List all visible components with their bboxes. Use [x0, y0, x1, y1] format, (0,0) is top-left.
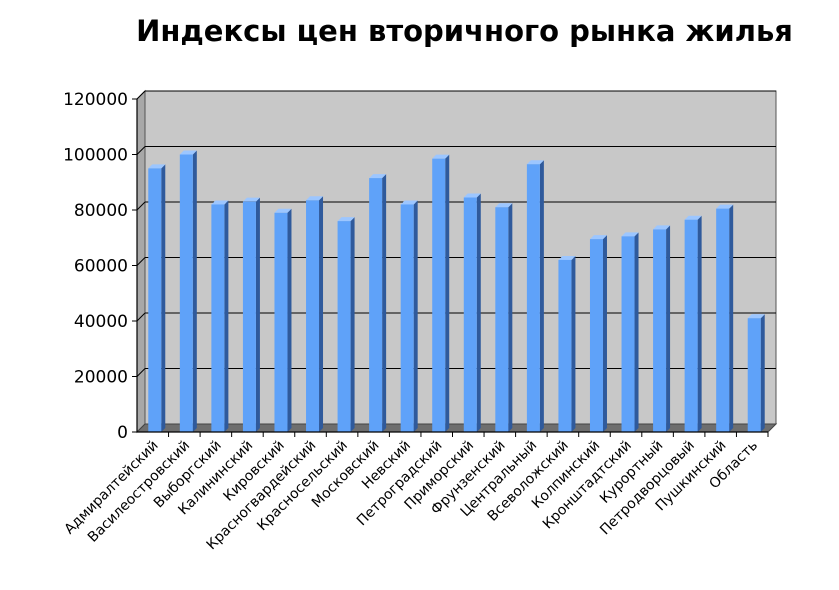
bar-top [653, 225, 671, 230]
bar-front [179, 154, 193, 432]
gridline-side [136, 368, 146, 377]
bar [179, 150, 197, 432]
y-tick-label: 60000 [74, 257, 128, 277]
bar-side [634, 232, 639, 432]
bar-front [558, 259, 572, 432]
bar-top [242, 197, 260, 202]
y-tick-label: 80000 [74, 201, 128, 221]
bar [653, 225, 671, 432]
bar-front [716, 208, 730, 432]
bar-top [211, 200, 229, 205]
bar-top [369, 174, 387, 179]
bar-side [602, 235, 607, 432]
bar-top [684, 215, 702, 220]
bar-front [432, 158, 446, 432]
y-tick-label: 0 [117, 423, 128, 443]
bar-top [400, 200, 418, 205]
bar [306, 196, 324, 432]
bar-top [337, 217, 355, 222]
bar-front [242, 201, 256, 432]
bar-front [589, 239, 603, 432]
bar-side [161, 164, 166, 432]
bar [526, 160, 544, 432]
bar-side [287, 208, 292, 432]
bar-top [495, 203, 513, 208]
plot-floor [135, 423, 778, 433]
bar [589, 235, 607, 432]
bar-front [369, 178, 383, 432]
bar [274, 208, 292, 432]
bar-side [697, 215, 702, 432]
bar-top [558, 255, 576, 260]
bar-front [495, 207, 509, 432]
bar [400, 200, 418, 432]
bar-front [306, 200, 320, 432]
bar-front [747, 318, 761, 432]
bar [621, 232, 639, 432]
bar-side [666, 225, 671, 432]
bar-front [463, 197, 477, 432]
y-tick-label: 120000 [63, 90, 128, 110]
bar-front [337, 221, 351, 432]
bar [242, 197, 260, 432]
bar [369, 174, 387, 432]
bar-side [729, 204, 734, 432]
bar-front [684, 219, 698, 432]
bar-top [747, 314, 765, 319]
gridline-side [136, 201, 146, 211]
chart-title: Индексы цен вторичного рынка жилья [136, 14, 793, 48]
bar-side [508, 203, 513, 432]
bar [716, 204, 734, 432]
bar-side [539, 160, 544, 432]
bar-side [445, 154, 450, 432]
bar [432, 154, 450, 432]
bar-front [400, 204, 414, 432]
bar-side [413, 200, 418, 432]
bar-front [274, 212, 288, 432]
bar-top [179, 150, 197, 155]
gridline-side [136, 312, 146, 322]
gridline-side [136, 90, 146, 100]
y-tick-label: 20000 [74, 368, 128, 388]
y-tick-label: 100000 [63, 146, 128, 166]
bar-top [148, 164, 166, 169]
bar [558, 255, 576, 432]
bar-front [211, 204, 225, 432]
bar-top [274, 208, 292, 213]
bar-side [760, 314, 765, 432]
bar-side [319, 196, 324, 432]
bar [684, 215, 702, 432]
bar-top [621, 232, 639, 237]
bar-front [526, 164, 540, 432]
bar-top [589, 235, 607, 240]
bar-top [463, 193, 481, 198]
bar [148, 164, 166, 432]
bar-front [148, 168, 162, 432]
bar [495, 203, 513, 432]
bar-side [476, 193, 481, 432]
bar-top [432, 154, 450, 159]
y-tick-label: 40000 [74, 312, 128, 332]
bar-top [716, 204, 734, 209]
bar [337, 217, 355, 432]
gridline-side [136, 146, 146, 155]
bar-side [255, 197, 260, 432]
bar-front [653, 229, 667, 432]
bar [463, 193, 481, 432]
bar-top [306, 196, 324, 201]
gridline-side [136, 257, 146, 266]
bar [211, 200, 229, 432]
bar-top [526, 160, 544, 165]
bar [747, 314, 765, 432]
bar-side [224, 200, 229, 432]
bar-front [621, 236, 635, 432]
bar-side [382, 174, 387, 432]
bar-side [571, 255, 576, 432]
bar-side [192, 150, 197, 432]
bar-side [350, 217, 355, 432]
